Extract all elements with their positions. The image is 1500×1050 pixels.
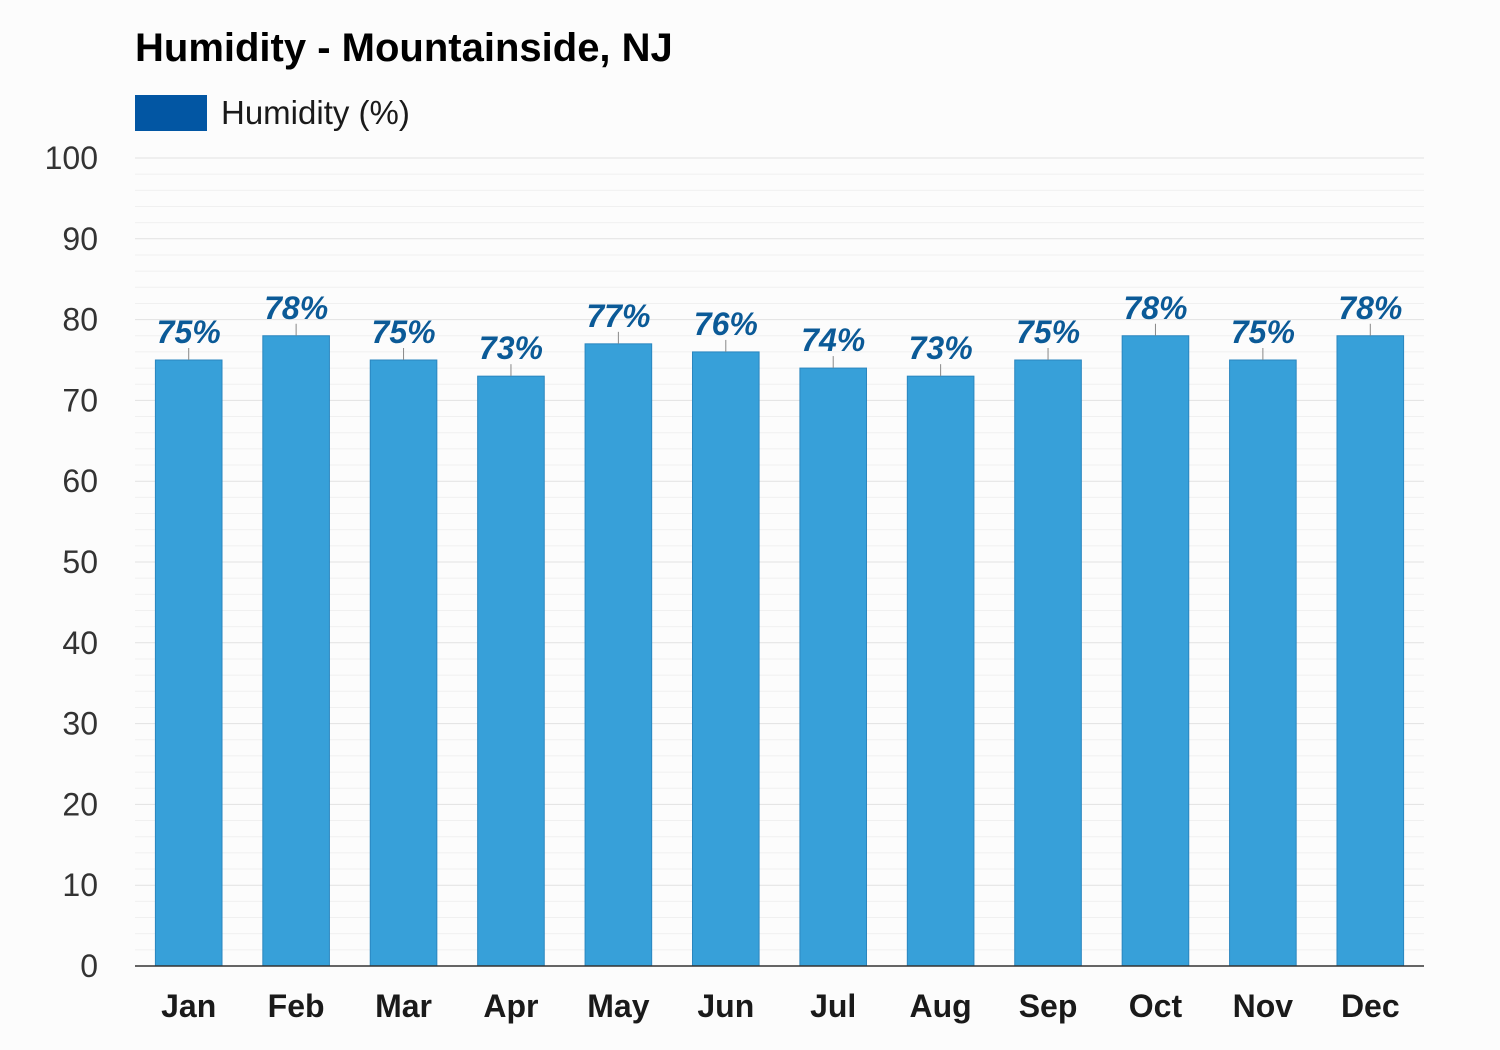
data-label: 77% (586, 298, 650, 334)
legend: Humidity (%) (135, 94, 410, 132)
x-tick-label: Feb (268, 988, 325, 1024)
y-tick-label: 50 (62, 544, 98, 580)
x-tick-label: Aug (910, 988, 972, 1024)
y-tick-label: 10 (62, 867, 98, 903)
x-tick-label: Oct (1129, 988, 1183, 1024)
data-label: 75% (372, 314, 436, 350)
bars: 75% 78% 75% 73% 77% 76% 74% 73% 75% 78% 75% 78% (154, 290, 1405, 967)
y-tick-label: 40 (62, 625, 98, 661)
x-tick-label: Mar (375, 988, 432, 1024)
x-tick-label: Sep (1019, 988, 1078, 1024)
bar-jan (154, 359, 223, 967)
x-tick-label: Apr (483, 988, 538, 1024)
data-label: 75% (157, 314, 221, 350)
y-tick-label: 0 (80, 948, 98, 984)
bar-dec (1336, 335, 1405, 967)
x-tick-label: Nov (1233, 988, 1294, 1024)
y-tick-label: 30 (62, 706, 98, 742)
bar-jun (691, 351, 760, 967)
bar-nov (1229, 359, 1297, 967)
x-tick-label: Jun (697, 988, 754, 1024)
bar-jul (799, 367, 868, 967)
bar-apr (477, 375, 545, 967)
y-tick-label: 80 (62, 302, 98, 338)
data-label: 73% (909, 330, 973, 366)
gridlines (135, 157, 1424, 951)
data-label: 78% (1123, 290, 1187, 326)
y-tick-label: 90 (62, 221, 98, 257)
x-tick-label: Dec (1341, 988, 1400, 1024)
y-tick-label: 70 (62, 382, 98, 418)
data-label: 78% (1338, 290, 1402, 326)
bar-mar (369, 359, 438, 967)
bar-sep (1014, 359, 1082, 967)
legend-swatch (135, 95, 207, 131)
data-label: 75% (1231, 314, 1295, 350)
chart-title: Humidity - Mountainside, NJ (135, 26, 673, 70)
data-label: 73% (479, 330, 543, 366)
x-tick-label: Jan (161, 988, 216, 1024)
legend-label: Humidity (%) (221, 94, 410, 131)
y-axis: 0 10 20 30 40 50 60 70 80 90 100 (45, 140, 98, 984)
x-tick-label: May (587, 988, 649, 1024)
data-label: 75% (1016, 314, 1080, 350)
y-tick-label: 60 (62, 463, 98, 499)
data-label: 76% (694, 306, 758, 342)
x-tick-label: Jul (810, 988, 856, 1024)
y-tick-label: 100 (45, 140, 98, 176)
bar-may (584, 343, 653, 967)
data-label: 78% (264, 290, 328, 326)
y-tick-label: 20 (62, 786, 98, 822)
data-label: 74% (801, 322, 865, 358)
bar-feb (262, 335, 330, 967)
bar-oct (1121, 335, 1190, 967)
x-axis: Jan Feb Mar Apr May Jun Jul Aug Sep Oct Nov Dec (135, 965, 1424, 1024)
bar-aug (906, 375, 975, 967)
